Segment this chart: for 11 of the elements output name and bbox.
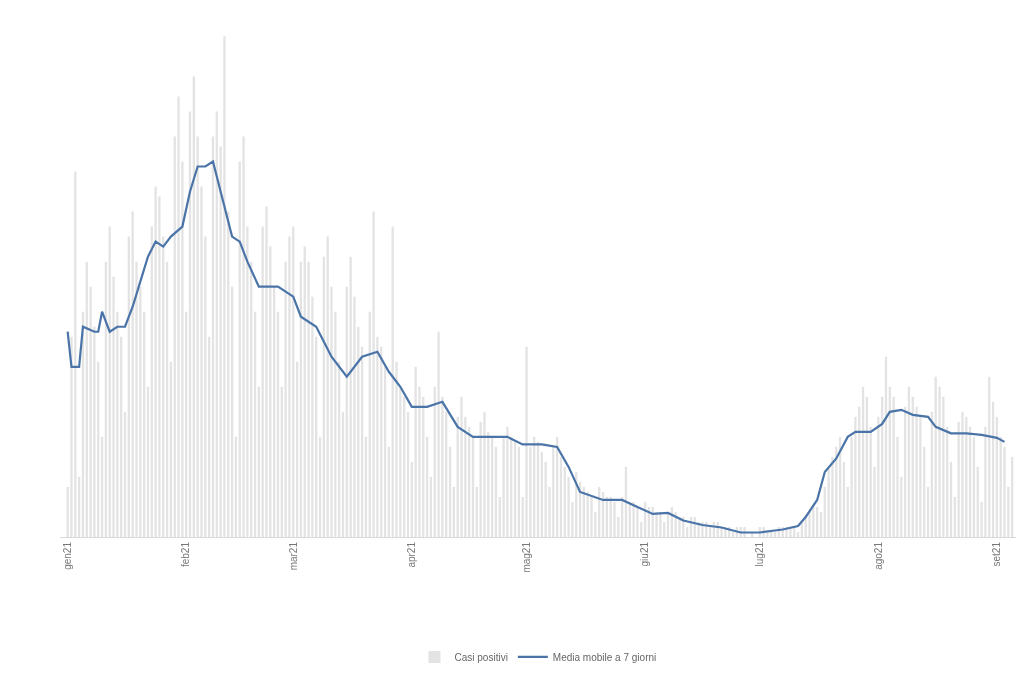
x-tick-label: giu21 — [639, 541, 651, 567]
x-tick-label: mag21 — [520, 541, 532, 573]
legend-label: Casi positivi — [454, 651, 508, 663]
x-tick-label: lug21 — [754, 541, 766, 567]
legend-label: Media mobile a 7 giorni — [552, 651, 657, 663]
x-tick-label: set21 — [991, 541, 1003, 567]
x-tick-label: mar21 — [287, 541, 299, 571]
x-tick-label: apr21 — [406, 541, 418, 568]
x-tick-label: gen21 — [61, 541, 73, 570]
x-tick-label: ago21 — [872, 541, 884, 570]
x-tick-label: feb21 — [180, 541, 192, 568]
